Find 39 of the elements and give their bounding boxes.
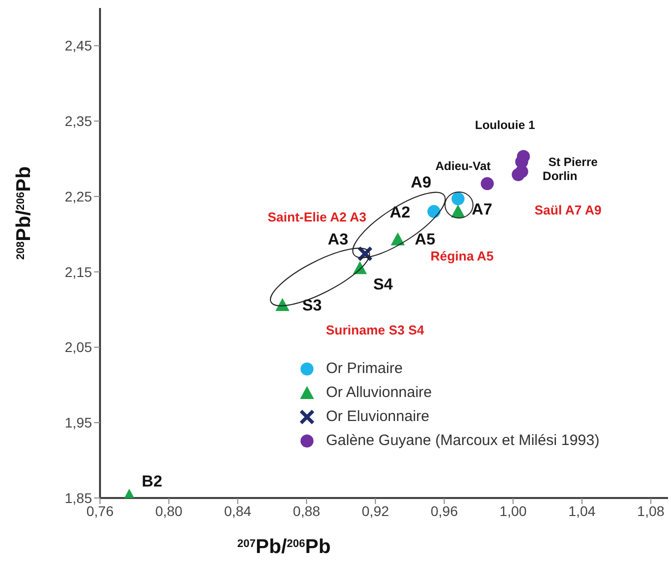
- annotation: A3: [328, 232, 348, 248]
- x-tick-label: 0,96: [430, 502, 458, 519]
- annotation: B2: [142, 474, 162, 490]
- x-tick-label: 0,92: [362, 502, 390, 519]
- point: [512, 168, 525, 182]
- annotation: Dorlin: [542, 169, 578, 183]
- y-tick-label: 2,05: [64, 339, 92, 356]
- annotation: St Pierre: [548, 155, 598, 169]
- x-tick-label: 1,04: [568, 502, 596, 519]
- annotation: Saül A7 A9: [534, 202, 602, 218]
- legend-label: Or Eluvionnaire: [326, 408, 430, 424]
- annotation: A7: [472, 202, 492, 218]
- y-tick-label: 2,35: [64, 113, 92, 130]
- point: [427, 205, 440, 218]
- annotation: Saint-Elie A2 A3: [268, 210, 366, 224]
- annotation: A9: [410, 174, 432, 192]
- x-axis-title: $^{207}$Pb/$^{206}$Pb: [237, 536, 331, 558]
- x-tick-label: 1,00: [499, 502, 527, 519]
- y-tick-label: 2,15: [64, 264, 92, 280]
- x-tick-label: 0,80: [155, 502, 183, 519]
- x-tick-label: 0,84: [224, 502, 252, 519]
- annotation: Adieu-Vat: [435, 159, 491, 173]
- point: [390, 232, 405, 246]
- y-tick-label: 1,95: [64, 414, 92, 431]
- annotation: A2: [390, 204, 410, 222]
- legend-label: Or Primaire: [326, 360, 403, 376]
- x-tick-label: 0,88: [292, 502, 320, 519]
- annotation: A5: [414, 232, 436, 248]
- y-tick-label: 2,25: [64, 188, 92, 204]
- x-tick-label: 1,08: [637, 502, 665, 519]
- y-tick-label: 2,45: [64, 38, 92, 54]
- legend-label: Or Alluvionnaire: [326, 384, 432, 400]
- point: [480, 177, 494, 190]
- annotation: S3: [302, 298, 322, 314]
- annotation: Régina A5: [430, 248, 494, 264]
- annotation: Suriname S3 S4: [326, 322, 425, 338]
- annotation: S4: [373, 276, 393, 294]
- legend-label: Galène Guyane (Marcoux et Milési 1993): [326, 432, 600, 448]
- annotation: Loulouie 1: [475, 118, 536, 132]
